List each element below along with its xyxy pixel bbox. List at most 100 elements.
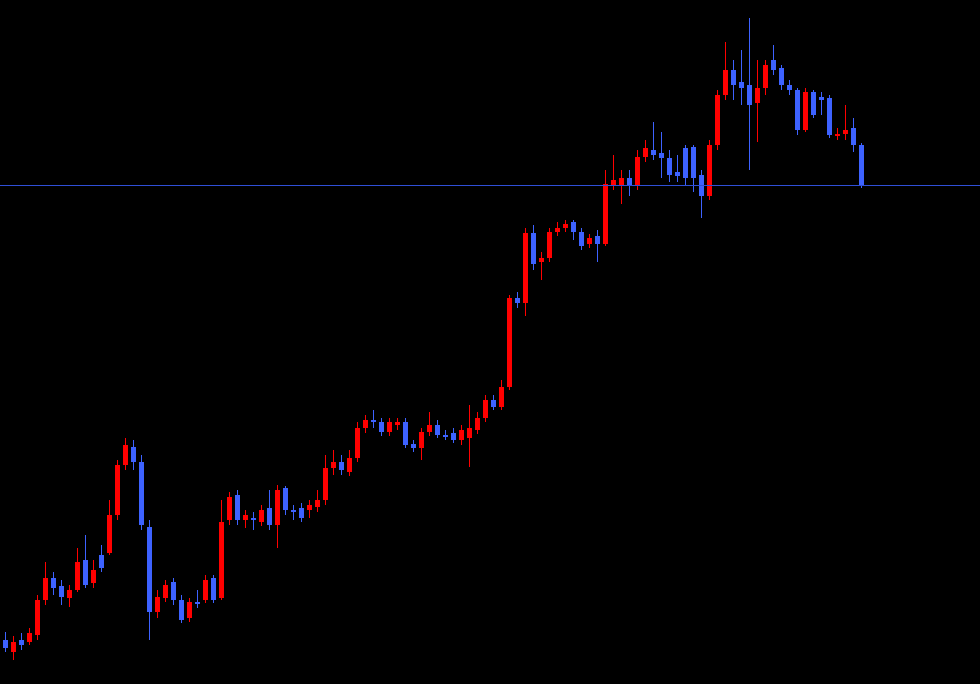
candle-body (579, 232, 584, 246)
candle-body (515, 298, 520, 303)
candle-body (235, 495, 240, 520)
candle-body (755, 88, 760, 103)
candle-body (571, 222, 576, 232)
candle-body (19, 640, 24, 645)
candle-body (27, 633, 32, 642)
candle-body (99, 555, 104, 568)
candle-body (467, 428, 472, 438)
candle-body (227, 497, 232, 520)
candle-body (491, 400, 496, 407)
candle-body (811, 92, 816, 115)
candle-body (819, 97, 824, 100)
candle-body (3, 640, 8, 648)
candle-body (67, 590, 72, 598)
candle-body (555, 228, 560, 232)
candle-body (395, 422, 400, 425)
candle-body (51, 578, 56, 588)
candle-body (715, 95, 720, 145)
candle-body (323, 468, 328, 500)
candle-body (307, 505, 312, 510)
candle-body (203, 580, 208, 600)
candle-body (387, 422, 392, 432)
candle-body (731, 70, 736, 85)
candle-body (123, 445, 128, 465)
candle-body (427, 425, 432, 432)
candle-body (115, 465, 120, 515)
candle-body (35, 600, 40, 635)
candle-body (131, 447, 136, 462)
candle-body (195, 602, 200, 604)
candle-body (443, 435, 448, 437)
candle-body (451, 433, 456, 440)
candle-body (299, 508, 304, 518)
candle-body (603, 184, 608, 244)
candle-body (315, 500, 320, 507)
candle-body (219, 522, 224, 598)
candle-body (363, 420, 368, 428)
candle-body (163, 585, 168, 598)
candle-body (475, 418, 480, 430)
candle-body (531, 233, 536, 264)
candle-body (147, 527, 152, 612)
candle-body (379, 422, 384, 432)
candle-body (283, 488, 288, 510)
candle-body (91, 570, 96, 583)
candle-body (243, 515, 248, 520)
candle-body (155, 597, 160, 612)
candle-body (483, 400, 488, 418)
candle-body (707, 145, 712, 196)
candle-body (619, 178, 624, 186)
candle-body (851, 128, 856, 145)
candle-body (675, 172, 680, 176)
candle-body (835, 134, 840, 136)
candle-body (667, 158, 672, 175)
candle-body (547, 232, 552, 258)
candle-body (259, 510, 264, 522)
candle-body (827, 98, 832, 135)
candle-body (419, 432, 424, 448)
candle-body (251, 518, 256, 520)
candle-body (291, 510, 296, 512)
candle-body (459, 430, 464, 440)
candle-body (795, 90, 800, 130)
candle-body (643, 148, 648, 157)
candle-body (587, 238, 592, 244)
candle-body (187, 602, 192, 618)
candle-body (763, 65, 768, 88)
candle-body (859, 145, 864, 186)
candle-body (275, 490, 280, 525)
candle-body (747, 85, 752, 105)
candle-body (779, 68, 784, 85)
candle-body (627, 178, 632, 186)
candle-body (331, 462, 336, 468)
candle-body (355, 428, 360, 458)
candle-body (499, 387, 504, 407)
candle-body (651, 150, 656, 155)
candle-body (611, 180, 616, 186)
candle-body (691, 147, 696, 178)
candle-body (171, 582, 176, 600)
candle-body (75, 562, 80, 590)
candle-body (59, 586, 64, 597)
candle-body (787, 85, 792, 90)
candle-body (371, 420, 376, 422)
candle-body (723, 70, 728, 95)
candle-body (411, 444, 416, 448)
candle-body (507, 298, 512, 387)
candle-body (435, 425, 440, 435)
candle-body (211, 578, 216, 600)
candle-body (563, 224, 568, 228)
candle-body (347, 458, 352, 472)
candle-body (843, 130, 848, 134)
candle-body (107, 515, 112, 553)
candle-body (539, 258, 544, 262)
candle-body (739, 82, 744, 88)
candle-body (339, 462, 344, 470)
candle-body (179, 600, 184, 620)
candle-body (771, 60, 776, 70)
candle-body (659, 153, 664, 158)
candle-body (267, 508, 272, 525)
candle-body (83, 560, 88, 585)
